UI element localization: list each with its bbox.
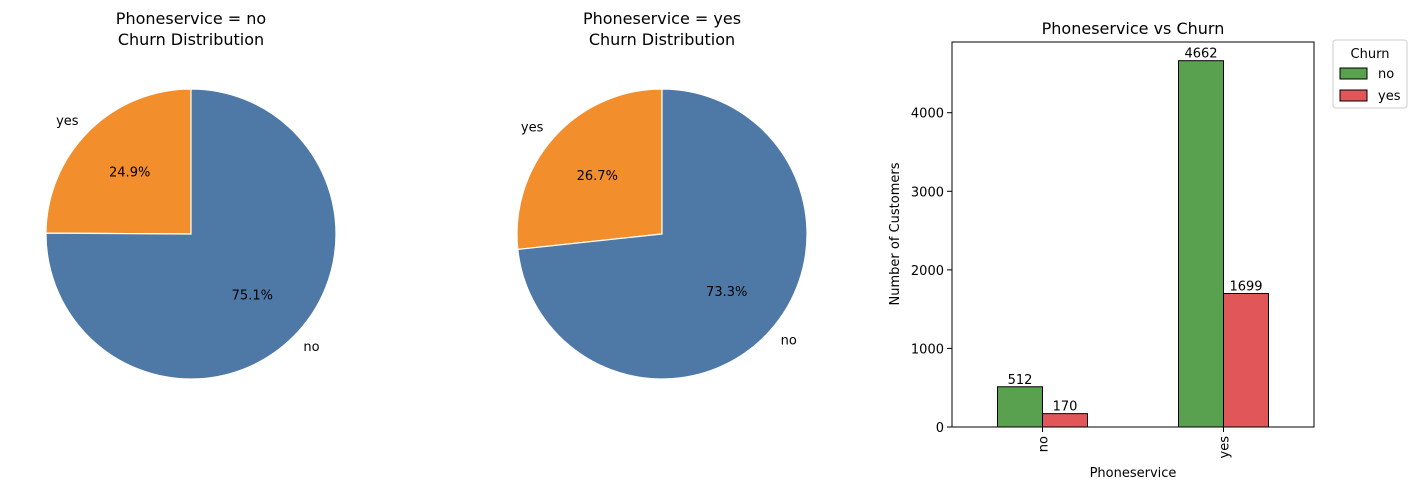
bar-yes-churn-no: [1178, 60, 1224, 428]
pie-chart-phoneservice-yes: Phoneservice = yes Churn Distribution ye…: [516, 9, 808, 380]
bar-yes-churn-yes: [1223, 293, 1269, 428]
x-tick-label-yes: yes: [1218, 436, 1233, 459]
legend-swatch-yes: [1339, 89, 1368, 102]
y-tick-label: 3000: [911, 185, 944, 200]
pie-label-no: no: [781, 334, 797, 349]
pie-slice-no: [45, 88, 337, 380]
pie-title-line2: Churn Distribution: [118, 30, 264, 49]
bar-value-label: 4662: [1184, 47, 1217, 62]
pie-chart-phoneservice-no: Phoneservice = no Churn Distribution yes…: [45, 9, 337, 380]
pie-pct-label-no: 75.1%: [232, 289, 273, 304]
bar-value-label: 512: [1008, 373, 1033, 388]
pie-label-yes: yes: [56, 114, 79, 129]
pie-pct-label-no: 73.3%: [706, 285, 747, 300]
pie-pct-label-yes: 26.7%: [577, 169, 618, 184]
y-axis-label: Number of Customers: [888, 162, 903, 305]
bar-chart-phoneservice-vs-churn: Phoneservice vs Churn 512 170 4662 1699 0 10…: [888, 19, 1408, 481]
bar-no-churn-no: [997, 386, 1043, 428]
x-axis-label: Phoneservice: [1090, 466, 1177, 481]
pie-slice-no: [517, 88, 808, 380]
pie-title-line1: Phoneservice = yes: [583, 9, 741, 28]
pie-title-line2: Churn Distribution: [589, 30, 735, 49]
legend-label-no: no: [1378, 67, 1394, 82]
legend-swatch-no: [1339, 67, 1368, 80]
pie-slice-yes: [45, 88, 192, 235]
legend-label-yes: yes: [1378, 89, 1401, 104]
bar-chart-title: Phoneservice vs Churn: [1042, 19, 1225, 38]
pie-label-yes: yes: [521, 120, 544, 135]
y-tick-label: 1000: [911, 342, 944, 357]
pie-pct-label-yes: 24.9%: [109, 165, 150, 180]
y-tick-label: 4000: [911, 107, 944, 122]
legend: Churn no yes: [1332, 39, 1408, 109]
x-tick-label-no: no: [1037, 436, 1052, 452]
plot-frame: [951, 41, 1315, 428]
legend-title: Churn: [1351, 47, 1390, 62]
bar-value-label: 1699: [1229, 280, 1262, 295]
y-tick-label: 0: [936, 421, 944, 436]
bar-no-churn-yes: [1042, 413, 1088, 428]
pie-title-line1: Phoneservice = no: [116, 9, 266, 28]
pie-label-no: no: [303, 340, 319, 355]
pie-slice-yes: [516, 88, 663, 251]
bar-value-label: 170: [1053, 400, 1078, 415]
y-tick-label: 2000: [911, 264, 944, 279]
